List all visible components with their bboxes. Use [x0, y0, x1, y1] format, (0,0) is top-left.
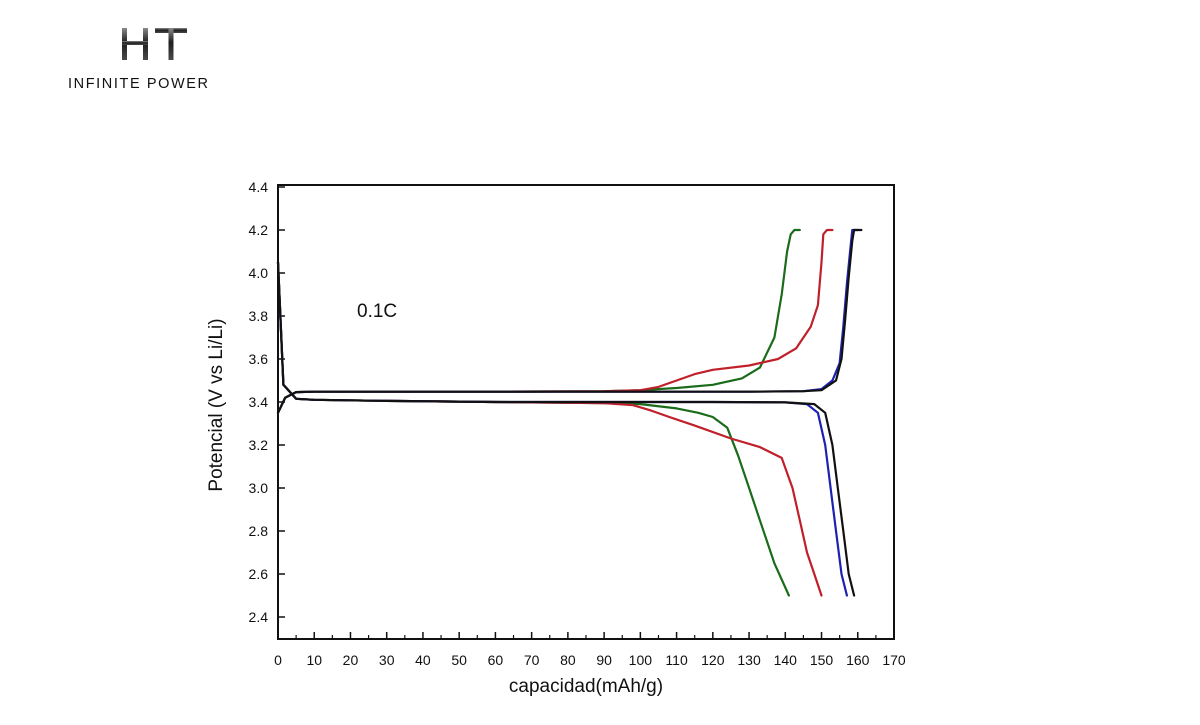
x-tick-label: 170: [882, 652, 906, 668]
y-tick-label: 3.2: [249, 437, 269, 453]
x-tick-label: 70: [524, 652, 540, 668]
x-axis-ticks: 0 10 20 30 40 50 60 70 80 90 100 110 120 130 140 150 160…: [274, 632, 906, 668]
series-4-charge-curve: [276, 228, 863, 414]
x-tick-label: 100: [629, 652, 653, 668]
y-tick-label: 3.8: [249, 308, 269, 324]
y-axis-title: Potencial (V vs Li/Li): [206, 318, 227, 491]
x-tick-label: 160: [846, 652, 870, 668]
rate-annotation: 0.1C: [357, 301, 397, 322]
ht-logo-mark: [122, 28, 187, 60]
brand-logo: INFINITE POWER: [62, 20, 252, 100]
x-axis-title: capacidad(mAh/g): [509, 676, 663, 697]
x-tick-label: 20: [343, 652, 359, 668]
x-tick-label: 130: [737, 652, 761, 668]
y-tick-label: 3.6: [249, 351, 269, 367]
y-tick-label: 2.8: [249, 523, 269, 539]
x-tick-label: 60: [488, 652, 504, 668]
y-tick-label: 2.6: [249, 566, 269, 582]
x-tick-label: 140: [774, 652, 798, 668]
y-tick-label: 2.4: [249, 609, 269, 625]
x-tick-label: 120: [701, 652, 725, 668]
plot-frame: [277, 184, 895, 640]
x-tick-label: 110: [665, 652, 688, 668]
y-tick-label: 4.4: [249, 179, 269, 195]
y-tick-label: 4.2: [249, 222, 269, 238]
x-tick-label: 0: [274, 652, 282, 668]
brand-tagline: INFINITE POWER: [68, 76, 210, 92]
x-tick-label: 40: [415, 652, 431, 668]
x-tick-label: 50: [451, 652, 467, 668]
x-tick-label: 90: [596, 652, 612, 668]
x-tick-label: 150: [810, 652, 834, 668]
series-1-discharge-curve: [276, 261, 790, 597]
x-tick-label: 80: [560, 652, 576, 668]
y-tick-label: 4.0: [249, 265, 269, 281]
x-tick-label: 10: [306, 652, 322, 668]
series-4-discharge-curve: [276, 261, 856, 597]
series-layer: [276, 228, 863, 597]
y-tick-label: 3.4: [249, 394, 269, 410]
y-tick-label: 3.0: [249, 480, 269, 496]
x-tick-label: 30: [379, 652, 395, 668]
y-axis-ticks: 2.4 2.6 2.8 3.0 3.2 3.4 3.6 3.8 4.0 4.2 4.4: [249, 179, 285, 625]
